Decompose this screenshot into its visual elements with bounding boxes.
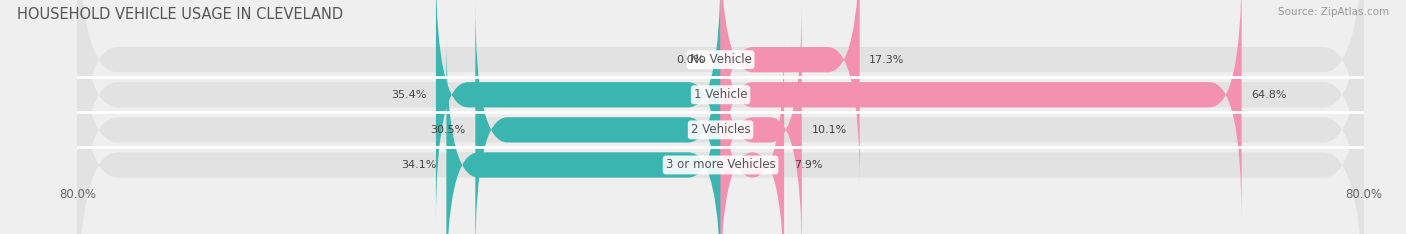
Text: 0.0%: 0.0% xyxy=(676,55,704,65)
Text: 35.4%: 35.4% xyxy=(391,90,426,100)
FancyBboxPatch shape xyxy=(77,0,1364,223)
FancyBboxPatch shape xyxy=(436,0,721,223)
FancyBboxPatch shape xyxy=(77,2,1364,234)
Text: 34.1%: 34.1% xyxy=(401,160,437,170)
Text: 3 or more Vehicles: 3 or more Vehicles xyxy=(665,158,776,172)
Text: 64.8%: 64.8% xyxy=(1251,90,1286,100)
FancyBboxPatch shape xyxy=(721,37,785,234)
FancyBboxPatch shape xyxy=(77,0,1364,234)
Text: 17.3%: 17.3% xyxy=(869,55,904,65)
Text: Source: ZipAtlas.com: Source: ZipAtlas.com xyxy=(1278,7,1389,17)
FancyBboxPatch shape xyxy=(475,2,721,234)
FancyBboxPatch shape xyxy=(77,0,1364,234)
FancyBboxPatch shape xyxy=(721,0,1241,223)
FancyBboxPatch shape xyxy=(721,2,801,234)
Text: HOUSEHOLD VEHICLE USAGE IN CLEVELAND: HOUSEHOLD VEHICLE USAGE IN CLEVELAND xyxy=(17,7,343,22)
Text: 30.5%: 30.5% xyxy=(430,125,465,135)
FancyBboxPatch shape xyxy=(721,0,859,187)
Text: No Vehicle: No Vehicle xyxy=(689,53,752,66)
Text: 2 Vehicles: 2 Vehicles xyxy=(690,123,751,136)
FancyBboxPatch shape xyxy=(446,37,721,234)
Text: 1 Vehicle: 1 Vehicle xyxy=(693,88,748,101)
Text: 10.1%: 10.1% xyxy=(811,125,846,135)
Text: 7.9%: 7.9% xyxy=(794,160,823,170)
